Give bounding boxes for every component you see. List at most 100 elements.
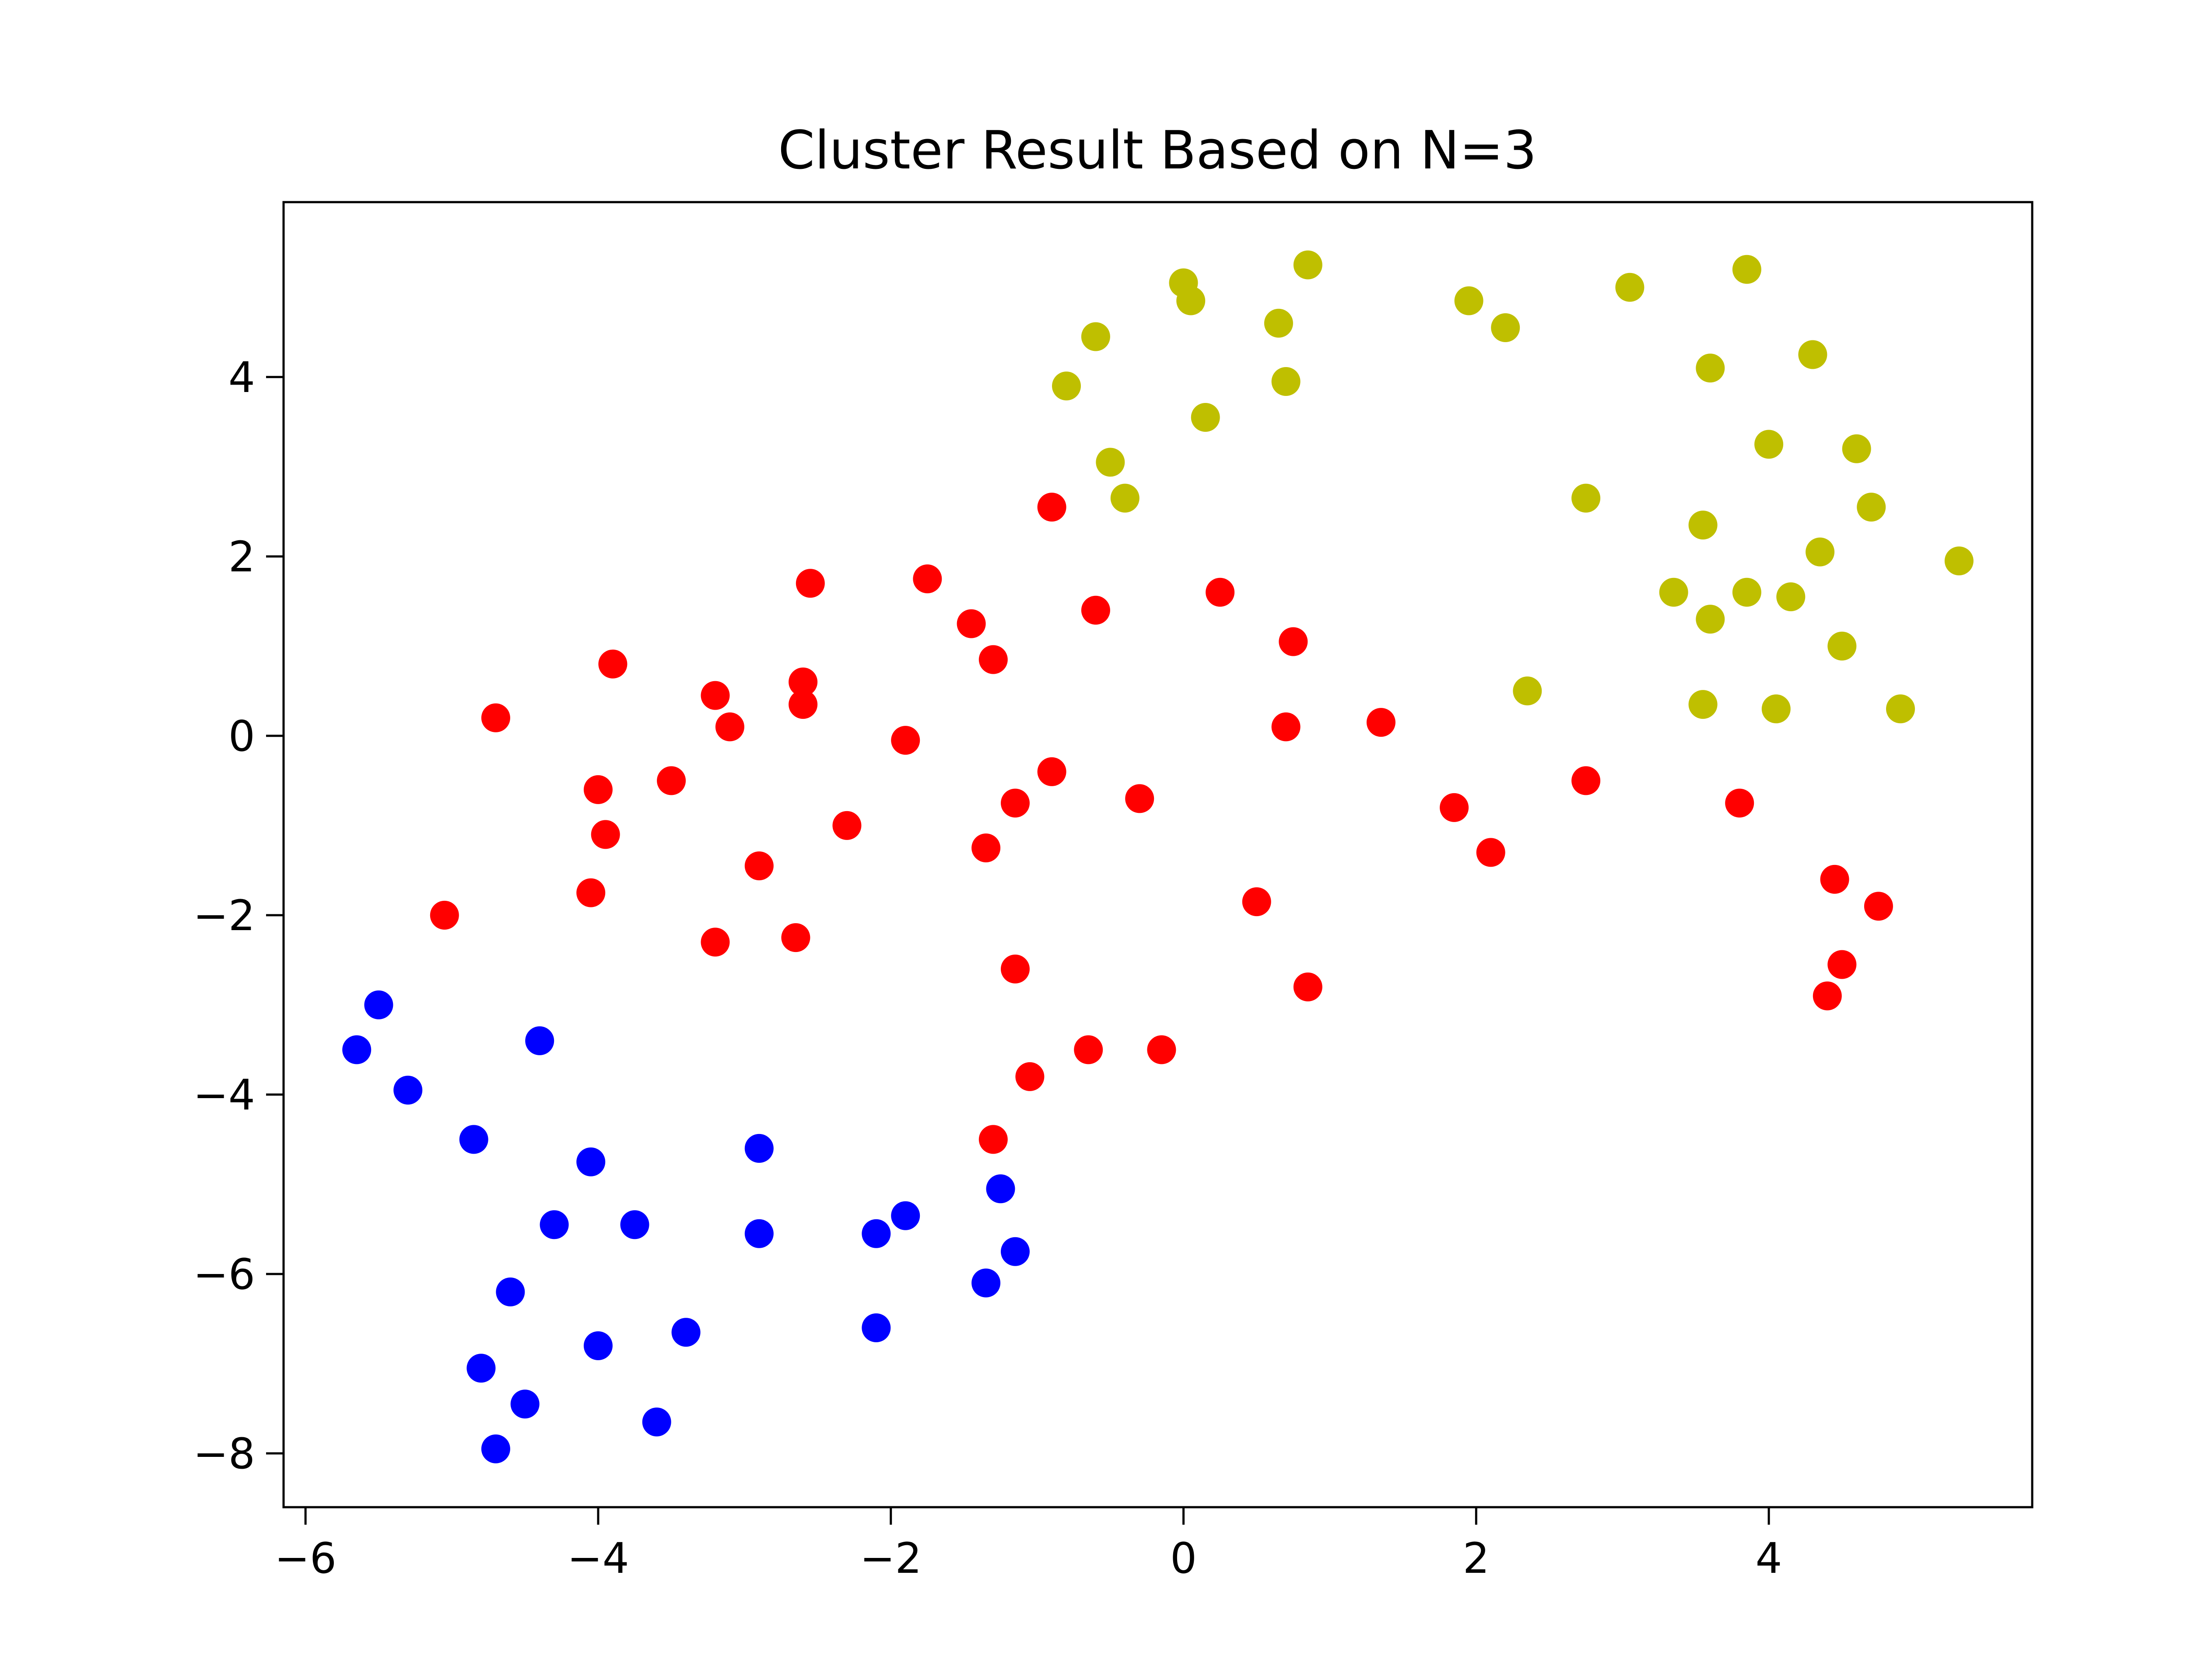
data-point [978,645,1008,674]
data-point [1827,950,1857,979]
data-point [701,928,730,957]
x-tick-label: 4 [1756,1534,1782,1583]
data-point [671,1318,701,1347]
data-point [1454,286,1483,315]
data-point [1732,255,1761,284]
data-point [1147,1035,1176,1064]
y-tick-label: −2 [193,891,255,940]
data-point [459,1125,488,1154]
data-point [510,1390,540,1419]
data-point [832,811,862,840]
data-point [1864,892,1893,921]
data-point [1886,694,1915,724]
x-tick-label: −6 [274,1534,337,1583]
data-point [978,1125,1008,1154]
data-point [583,1331,613,1360]
series-0 [342,990,1030,1463]
data-point [1813,981,1842,1011]
data-point [1944,546,1974,576]
data-point [1688,690,1718,719]
data-point [1696,605,1725,634]
y-tick-label: 0 [228,712,255,761]
data-point [598,649,628,679]
data-point [1206,578,1235,607]
data-point [1271,367,1301,396]
data-point [1074,1035,1103,1064]
series-1 [430,493,1893,1154]
data-point [1798,340,1827,369]
data-point [525,1026,554,1055]
data-point [1015,1062,1045,1091]
chart-title: Cluster Result Based on N=3 [778,120,1537,181]
data-point [1052,371,1081,401]
data-point [540,1210,569,1239]
data-point [1476,838,1505,867]
data-point [1125,784,1154,813]
data-point [781,923,810,952]
data-point [481,1434,510,1463]
data-point [1037,493,1066,522]
data-point [1732,578,1761,607]
series-2 [1052,250,1974,724]
data-point [744,851,774,881]
data-point [1776,582,1806,612]
data-point [1081,322,1110,351]
data-point [1571,483,1601,513]
data-point [642,1407,671,1437]
data-point [1293,250,1322,280]
data-point [971,1268,1001,1298]
data-point [1761,694,1791,724]
data-point [1037,757,1066,786]
data-point [1659,578,1688,607]
y-tick-label: 2 [228,532,255,581]
data-point [1806,537,1835,567]
data-point [862,1313,891,1342]
data-point [789,690,818,719]
x-tick-label: 0 [1170,1534,1197,1583]
data-point [1110,483,1140,513]
data-point [1842,434,1871,463]
data-point [957,609,986,638]
data-point [1440,793,1469,822]
data-point [496,1278,525,1306]
data-point [576,1147,606,1176]
data-point [891,1201,920,1230]
data-point [891,726,920,755]
y-tick-label: −6 [193,1250,255,1299]
data-point [1264,308,1293,338]
y-tick-label: −4 [193,1071,255,1120]
data-point [481,703,510,732]
data-point [744,1134,774,1163]
data-point [364,990,393,1019]
data-point [1081,595,1110,625]
data-point [1366,708,1396,737]
data-point [1001,788,1030,818]
data-point [342,1035,372,1064]
data-point [430,900,459,930]
x-tick-label: 2 [1463,1534,1490,1583]
data-point [657,766,686,795]
data-point [913,564,942,594]
plot-area [284,202,2032,1507]
data-point [1696,354,1725,383]
data-point [796,569,825,598]
data-point [591,820,620,849]
data-point [1513,676,1542,706]
data-point [1271,712,1301,742]
y-axis: −8 −6 −4 −2 0 2 4 [193,353,284,1478]
data-point [1820,864,1849,894]
data-point [701,681,730,710]
data-point [1001,1237,1030,1266]
data-point [1096,448,1125,477]
data-point [1491,313,1520,342]
data-point [715,712,744,742]
data-point [1571,766,1601,795]
data-point [1615,273,1645,302]
data-point [1191,403,1220,432]
data-point [1242,887,1271,917]
data-point [789,667,818,696]
x-axis: −6 −4 −2 0 2 4 [274,1507,1782,1583]
y-tick-label: 4 [228,353,255,402]
y-tick-label: −8 [193,1429,255,1478]
